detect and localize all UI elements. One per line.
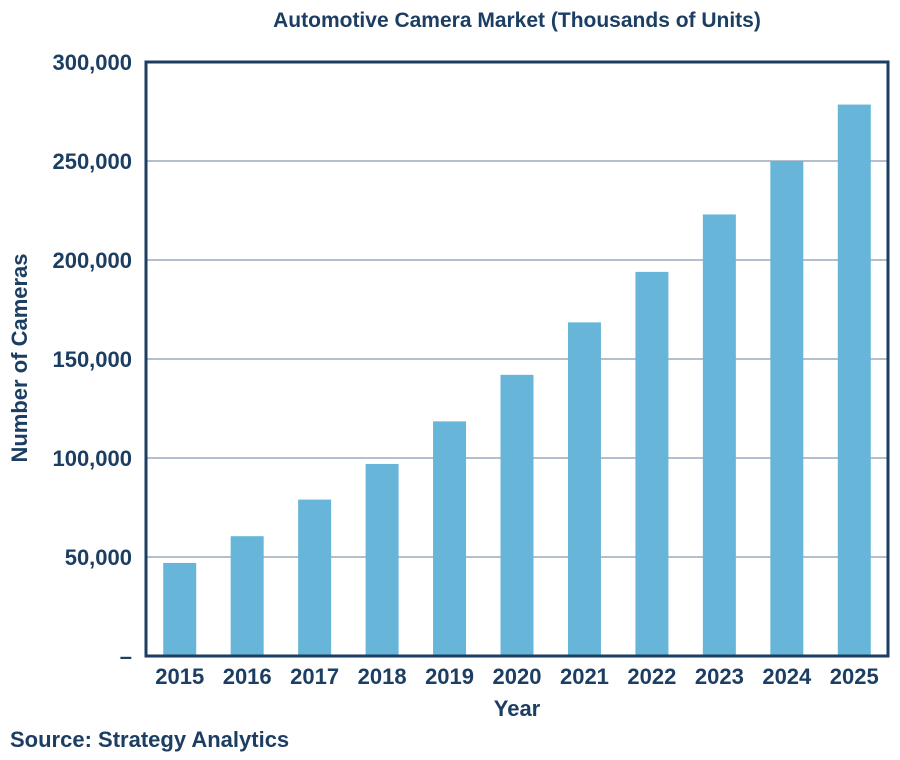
y-tick-label: 100,000 bbox=[52, 446, 132, 471]
x-tick-label: 2022 bbox=[627, 664, 676, 689]
bar-2018 bbox=[365, 463, 399, 656]
y-tick-label: 50,000 bbox=[65, 545, 132, 570]
bar-2020 bbox=[500, 374, 534, 656]
y-tick-label: 200,000 bbox=[52, 248, 132, 273]
y-tick-label: – bbox=[120, 644, 132, 669]
bar-2023 bbox=[702, 214, 736, 656]
x-tick-label: 2019 bbox=[425, 664, 474, 689]
x-tick-label: 2015 bbox=[155, 664, 204, 689]
y-tick-label: 250,000 bbox=[52, 149, 132, 174]
bar-2021 bbox=[567, 322, 601, 656]
y-axis-label: Number of Cameras bbox=[7, 253, 32, 462]
bar-2017 bbox=[298, 499, 332, 656]
plot-frame bbox=[144, 60, 890, 658]
y-tick-label: 150,000 bbox=[52, 347, 132, 372]
bar-2016 bbox=[230, 536, 264, 656]
bar-2015 bbox=[163, 562, 197, 656]
x-tick-label: 2017 bbox=[290, 664, 339, 689]
chart-title: Automotive Camera Market (Thousands of U… bbox=[273, 9, 761, 32]
x-tick-label: 2024 bbox=[762, 664, 812, 689]
source-note: Source: Strategy Analytics bbox=[10, 727, 289, 752]
x-tick-label: 2021 bbox=[560, 664, 609, 689]
x-tick-label: 2018 bbox=[358, 664, 407, 689]
x-tick-label: 2020 bbox=[493, 664, 542, 689]
bar-2019 bbox=[433, 421, 467, 656]
y-tick-label: 300,000 bbox=[52, 50, 132, 75]
x-tick-label: 2025 bbox=[830, 664, 879, 689]
x-axis-label: Year bbox=[494, 696, 541, 721]
bar-2022 bbox=[635, 271, 669, 656]
bar-2024 bbox=[770, 161, 804, 656]
x-tick-label: 2016 bbox=[223, 664, 272, 689]
bar-2025 bbox=[837, 104, 871, 656]
x-tick-label: 2023 bbox=[695, 664, 744, 689]
